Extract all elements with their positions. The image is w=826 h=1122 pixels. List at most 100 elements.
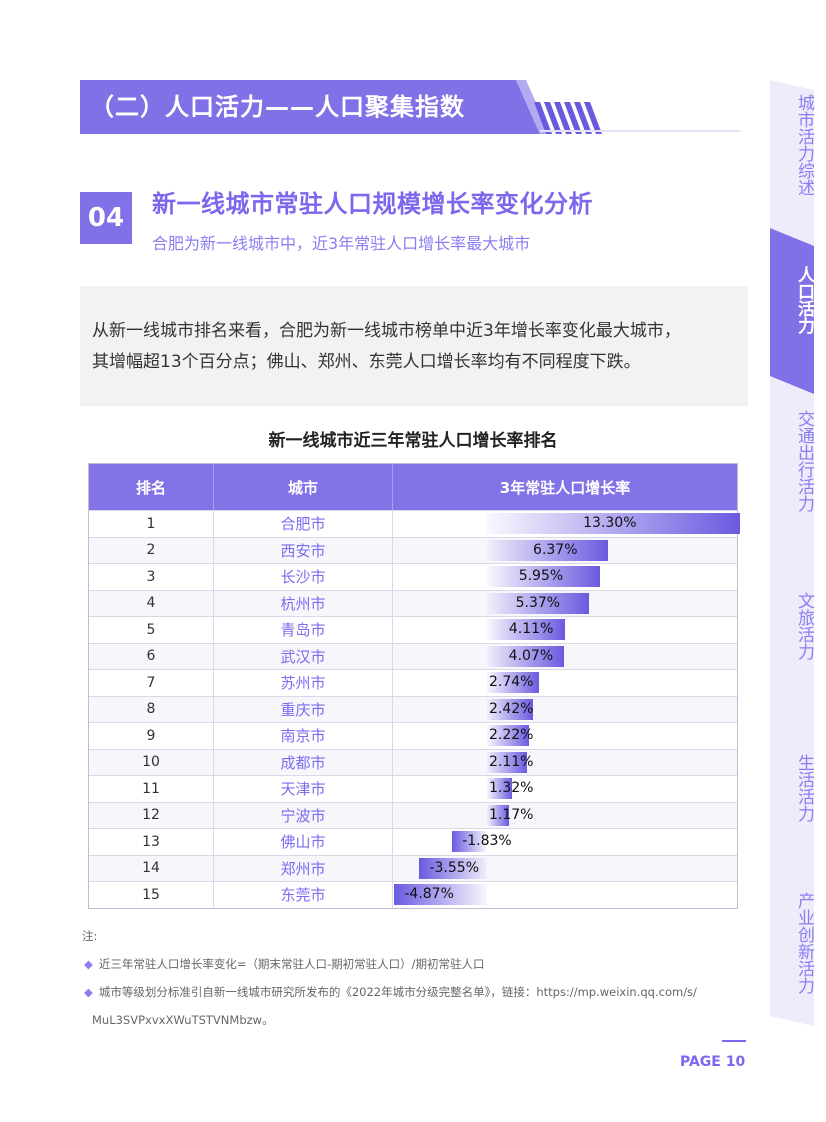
note-text-2: 城市等级划分标准引自新一线城市研究所发布的《2022年城市分级完整名单》，链接：… <box>98 985 697 999</box>
cell-growth-rate: -3.55% <box>393 856 737 882</box>
cell-city: 合肥市 <box>214 511 393 537</box>
cell-growth-rate: 13.30% <box>393 511 740 537</box>
growth-bar <box>487 698 534 720</box>
cell-rank: 14 <box>89 855 214 881</box>
cell-rank: 2 <box>89 537 214 563</box>
growth-bar <box>487 778 513 799</box>
sidenav-item-industry-innovation[interactable]: 产业创新活力 <box>794 892 814 994</box>
sidenav-item-transport[interactable]: 交通出行活力 <box>794 410 814 512</box>
cell-city: 佛山市 <box>214 829 393 855</box>
cell-growth-rate: 1.32% <box>393 776 737 802</box>
table-row: 4 杭州市 5.37% <box>89 589 737 617</box>
cell-city: 青岛市 <box>214 617 393 643</box>
table-row: 10 成都市 2.11% <box>89 748 737 775</box>
table-row: 3 长沙市 5.95% <box>89 563 737 590</box>
banner-background <box>80 80 740 134</box>
growth-label: 6.37% <box>533 541 578 558</box>
table-header: 排名 城市 3年常驻人口增长率 <box>89 464 737 510</box>
growth-label: 2.22% <box>489 727 534 743</box>
cell-growth-rate: -4.87% <box>393 882 737 908</box>
cell-growth-rate: 1.17% <box>393 803 737 829</box>
cell-city: 宁波市 <box>214 802 393 828</box>
growth-bar <box>487 672 540 693</box>
table-row: 9 南京市 2.22% <box>89 722 737 749</box>
growth-bar <box>394 884 487 905</box>
summary-box: 从新一线城市排名来看，合肥为新一线城市榜单中近3年增长率变化最大城市， 其增幅超… <box>80 286 748 406</box>
cell-rank: 12 <box>89 802 214 828</box>
growth-label: 4.07% <box>508 647 554 664</box>
cell-city: 武汉市 <box>214 643 393 669</box>
cell-rank: 6 <box>89 643 214 669</box>
growth-label: -3.55% <box>429 859 479 876</box>
table-row: 6 武汉市 4.07% <box>89 642 737 670</box>
summary-line-1: 从新一线城市排名来看，合肥为新一线城市榜单中近3年增长率变化最大城市， <box>92 321 681 341</box>
section-banner: （二）人口活力——人口聚集指数 <box>80 80 740 134</box>
cell-rank: 1 <box>89 511 214 537</box>
cell-rank: 11 <box>89 776 214 802</box>
growth-label: 2.42% <box>489 700 534 717</box>
growth-label: 2.11% <box>489 753 534 770</box>
table-row: 13 佛山市 -1.83% <box>89 828 737 855</box>
cell-growth-rate: 4.07% <box>393 644 737 670</box>
page-number: PAGE 10 <box>680 1054 746 1070</box>
growth-bar <box>487 725 530 746</box>
sidenav-item-living[interactable]: 生活活力 <box>794 754 814 822</box>
cell-rank: 4 <box>89 590 214 616</box>
notes-heading: 注: <box>82 929 98 943</box>
sidenav-item-overview[interactable]: 城市活力综述 <box>794 94 814 196</box>
growth-bar <box>487 513 740 534</box>
cell-rank: 10 <box>89 749 214 775</box>
cell-city: 西安市 <box>214 537 393 563</box>
growth-bar <box>487 566 601 587</box>
bullet-icon: ◆ <box>84 985 93 999</box>
cell-growth-rate: 2.42% <box>393 697 737 723</box>
table-row: 1 合肥市 13.30% <box>89 510 740 537</box>
bullet-icon: ◆ <box>84 957 93 971</box>
cell-city: 郑州市 <box>214 855 393 881</box>
growth-bar <box>487 619 566 640</box>
section-number-badge: 04 <box>80 192 132 244</box>
table-row: 8 重庆市 2.42% <box>89 695 737 723</box>
cell-city: 杭州市 <box>214 590 393 616</box>
sidenav-background <box>770 80 814 1026</box>
growth-label: 13.30% <box>583 515 637 531</box>
cell-rank: 15 <box>89 882 214 908</box>
growth-label: -1.83% <box>462 833 512 849</box>
cell-growth-rate: -1.83% <box>393 829 737 855</box>
growth-label: 1.17% <box>489 806 534 823</box>
sidenav-item-population[interactable]: 人口活力 <box>794 266 814 334</box>
cell-rank: 3 <box>89 564 214 590</box>
header-rank: 排名 <box>89 464 214 510</box>
cell-rank: 9 <box>89 723 214 749</box>
cell-city: 重庆市 <box>214 696 393 722</box>
table-row: 12 宁波市 1.17% <box>89 801 737 829</box>
cell-city: 长沙市 <box>214 564 393 590</box>
header-city: 城市 <box>214 464 393 510</box>
growth-label: 5.37% <box>515 594 561 611</box>
cell-city: 成都市 <box>214 749 393 775</box>
cell-city: 天津市 <box>214 776 393 802</box>
growth-bar <box>487 751 528 773</box>
note-item-1: ◆ 近三年常驻人口增长率变化=（期末常驻人口-期初常驻人口）/期初常驻人口 <box>82 956 742 972</box>
cell-growth-rate: 4.11% <box>393 617 737 643</box>
table-body: 1 合肥市 13.30% 2 西安市 6.37% 3 长沙市 5.95% 4 杭州市 5.37% 5 青岛… <box>89 510 740 908</box>
cell-growth-rate: 5.37% <box>393 591 737 617</box>
cell-growth-rate: 6.37% <box>393 538 737 564</box>
table-row: 15 东莞市 -4.87% <box>89 881 737 908</box>
section-heading: 新一线城市常驻人口规模增长率变化分析 <box>152 190 593 218</box>
cell-rank: 7 <box>89 670 214 696</box>
cell-city: 苏州市 <box>214 670 393 696</box>
cell-growth-rate: 2.74% <box>393 670 737 696</box>
growth-label: 1.32% <box>489 780 534 796</box>
cell-city: 东莞市 <box>214 882 393 908</box>
table-row: 7 苏州市 2.74% <box>89 669 737 696</box>
growth-bar <box>419 857 487 879</box>
growth-bar <box>487 539 609 561</box>
header-growth-rate: 3年常驻人口增长率 <box>499 478 631 497</box>
table-row: 14 郑州市 -3.55% <box>89 854 737 882</box>
growth-bar <box>452 831 487 852</box>
table-row: 2 西安市 6.37% <box>89 536 737 564</box>
cell-rank: 8 <box>89 696 214 722</box>
notes: 注: ◆ 近三年常驻人口增长率变化=（期末常驻人口-期初常驻人口）/期初常驻人口 … <box>82 928 742 1028</box>
sidenav-item-culture-tourism[interactable]: 文旅活力 <box>794 592 814 660</box>
